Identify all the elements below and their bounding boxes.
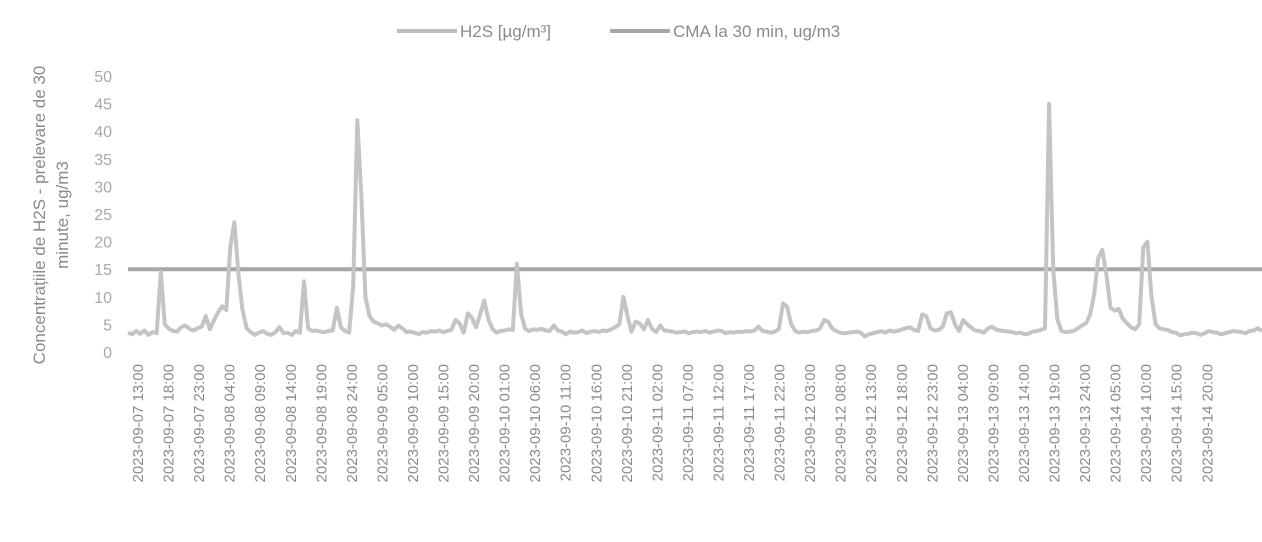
x-tick-label: 2023-09-14 05:00 [1108, 364, 1125, 482]
x-tick-label: 2023-09-08 19:00 [313, 364, 330, 482]
series-line-h2s [127, 101, 1262, 339]
plot-area [127, 101, 1262, 339]
x-tick-label: 2023-09-13 09:00 [985, 364, 1002, 482]
x-tick-label: 2023-09-09 10:00 [405, 364, 422, 482]
x-tick-label: 2023-09-08 09:00 [252, 364, 269, 482]
x-tick-label: 2023-09-12 03:00 [802, 364, 819, 482]
x-tick-label: 2023-09-08 24:00 [344, 364, 361, 482]
x-tick-label: 2023-09-14 15:00 [1169, 364, 1186, 482]
x-tick-label: 2023-09-12 13:00 [863, 364, 880, 482]
x-tick-label: 2023-09-12 23:00 [924, 364, 941, 482]
x-tick-label: 2023-09-12 18:00 [894, 364, 911, 482]
x-tick-label: 2023-09-08 14:00 [283, 364, 300, 482]
y-tick-label: 25 [94, 207, 112, 224]
y-tick-label: 30 [94, 179, 112, 196]
x-tick-label: 2023-09-14 20:00 [1199, 364, 1216, 482]
x-tick-label: 2023-09-07 13:00 [130, 364, 147, 482]
x-tick-label: 2023-09-14 10:00 [1138, 364, 1155, 482]
x-tick-label: 2023-09-11 17:00 [741, 364, 758, 481]
x-tick-label: 2023-09-11 07:00 [680, 364, 697, 481]
x-tick-label: 2023-09-09 05:00 [374, 364, 391, 482]
x-tick-label: 2023-09-11 22:00 [772, 364, 789, 481]
x-tick-label: 2023-09-10 21:00 [619, 364, 636, 482]
legend-label-h2s: H2S [µg/m³] [460, 22, 551, 41]
y-tick-label: 20 [94, 235, 112, 252]
x-tick-label: 2023-09-10 11:00 [558, 364, 575, 481]
x-tick-label: 2023-09-13 14:00 [1016, 364, 1033, 482]
y-tick-label: 45 [94, 97, 112, 114]
x-tick-label: 2023-09-13 19:00 [1047, 364, 1064, 482]
y-tick-label: 10 [94, 290, 112, 307]
y-axis-label-line-1: Concentrațiile de H2S - prelevare de 30 [30, 66, 49, 365]
y-tick-label: 15 [94, 262, 112, 279]
x-tick-label: 2023-09-08 04:00 [222, 364, 239, 482]
x-tick-label: 2023-09-12 08:00 [833, 364, 850, 482]
legend: H2S [µg/m³] CMA la 30 min, ug/m3 [397, 22, 840, 41]
x-tick-label: 2023-09-07 18:00 [161, 364, 178, 482]
x-tick-label: 2023-09-11 02:00 [649, 364, 666, 481]
x-tick-label: 2023-09-10 06:00 [527, 364, 544, 482]
x-tick-label: 2023-09-10 16:00 [588, 364, 605, 482]
y-axis-ticks: 0 5 10 15 20 25 30 35 40 45 50 [94, 69, 112, 362]
x-axis-ticks: 2023-09-07 13:00 2023-09-07 18:00 2023-09-… [130, 364, 1216, 482]
x-tick-label: 2023-09-10 01:00 [497, 364, 514, 482]
y-axis-label: Concentrațiile de H2S - prelevare de 30 … [30, 66, 72, 365]
x-tick-label: 2023-09-07 23:00 [191, 364, 208, 482]
x-tick-label: 2023-09-11 12:00 [710, 364, 727, 481]
x-tick-label: 2023-09-13 24:00 [1077, 364, 1094, 482]
x-tick-label: 2023-09-13 04:00 [955, 364, 972, 482]
x-tick-label: 2023-09-09 15:00 [436, 364, 453, 482]
y-tick-label: 5 [103, 317, 112, 334]
x-tick-label: 2023-09-09 20:00 [466, 364, 483, 482]
y-axis-label-line-2: minute, ug/m3 [53, 161, 72, 269]
y-tick-label: 0 [103, 345, 112, 362]
legend-label-cma: CMA la 30 min, ug/m3 [673, 22, 840, 41]
y-tick-label: 35 [94, 152, 112, 169]
y-tick-label: 40 [94, 124, 112, 141]
y-tick-label: 50 [94, 69, 112, 86]
